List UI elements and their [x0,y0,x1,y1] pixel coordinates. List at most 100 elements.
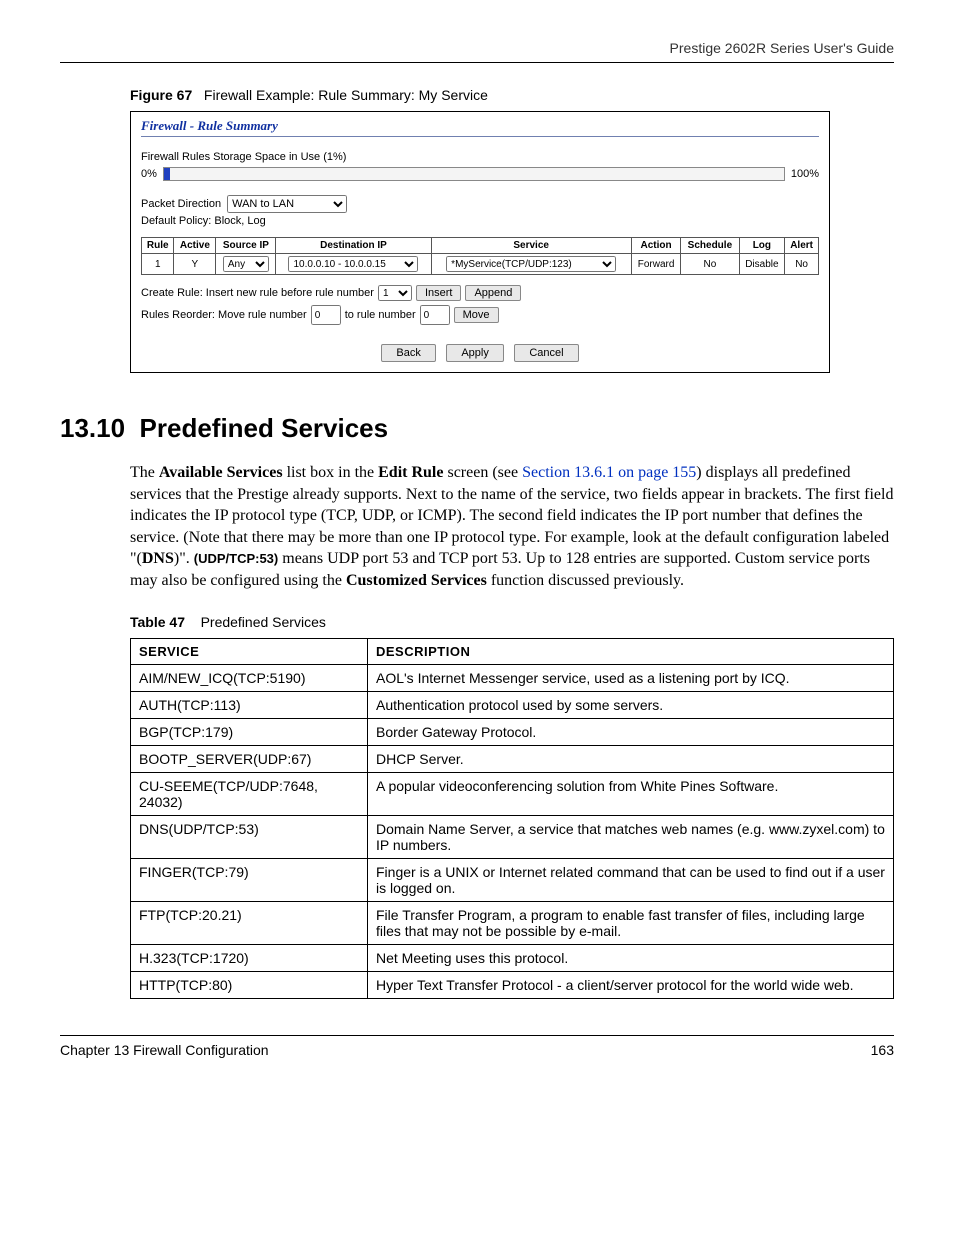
fw-back-button[interactable]: Back [381,344,435,362]
fw-reorder-to-label: to rule number [345,309,416,321]
col-log: Log [739,238,785,254]
cell-src[interactable]: Any [216,254,276,275]
section-link[interactable]: Section 13.6.1 on page 155 [522,464,696,481]
p-custsvc: Customized Services [346,572,487,589]
p-udptcp: (UDP/TCP:53) [194,551,279,566]
fw-append-button[interactable]: Append [465,285,521,301]
figure-label: Figure 67 [130,87,192,103]
cell-description: AOL's Internet Messenger service, used a… [368,664,894,691]
p-after4: function discussed previously. [487,572,684,589]
fw-title: Firewall - Rule Summary [141,118,819,134]
fw-create-label: Create Rule: Insert new rule before rule… [141,287,374,299]
th-service: SERVICE [131,638,368,664]
col-active: Active [174,238,216,254]
col-svc: Service [431,238,631,254]
p-dns: DNS [142,550,174,567]
cell-active: Y [174,254,216,275]
cell-service: BOOTP_SERVER(UDP:67) [131,745,368,772]
cell-dst[interactable]: 10.0.0.10 - 10.0.0.15 [276,254,431,275]
cell-service: FTP(TCP:20.21) [131,901,368,944]
cell-service: H.323(TCP:1720) [131,944,368,971]
fw-reorder-label: Rules Reorder: Move rule number [141,309,307,321]
cell-description: Domain Name Server, a service that match… [368,815,894,858]
cell-service: CU-SEEME(TCP/UDP:7648, 24032) [131,772,368,815]
section-num: 13.10 [60,413,125,443]
firewall-screenshot: Firewall - Rule Summary Firewall Rules S… [130,111,830,373]
fw-cancel-button[interactable]: Cancel [514,344,578,362]
cell-description: A popular videoconferencing solution fro… [368,772,894,815]
col-alert: Alert [785,238,819,254]
cell-rule: 1 [142,254,174,275]
p-pre: The [130,464,159,481]
cell-description: Hyper Text Transfer Protocol - a client/… [368,971,894,998]
section-title: Predefined Services [140,413,389,443]
fw-usage-fill [164,168,170,180]
cell-service: HTTP(TCP:80) [131,971,368,998]
cell-sched: No [681,254,739,275]
cell-description: Authentication protocol used by some ser… [368,691,894,718]
section-heading: 13.10 Predefined Services [60,413,894,444]
p-editrule: Edit Rule [378,464,443,481]
p-avail: Available Services [159,464,283,481]
cell-service: FINGER(TCP:79) [131,858,368,901]
footer-right: 163 [871,1042,894,1058]
table-label: Table 47 [130,614,185,630]
table-row: AIM/NEW_ICQ(TCP:5190)AOL's Internet Mess… [131,664,894,691]
table-caption: Table 47 Predefined Services [130,614,894,630]
fw-usage-bar [163,167,785,181]
cell-service: AUTH(TCP:113) [131,691,368,718]
fw-default-policy: Default Policy: Block, Log [141,215,819,227]
cell-description: Finger is a UNIX or Internet related com… [368,858,894,901]
p-after2: )". [174,550,194,567]
section-paragraph: The Available Services list box in the E… [130,462,894,592]
footer-left: Chapter 13 Firewall Configuration [60,1042,269,1058]
table-row: DNS(UDP/TCP:53)Domain Name Server, a ser… [131,815,894,858]
fw-packet-dir-label: Packet Direction [141,198,221,210]
fw-pct-100: 100% [791,168,819,180]
table-row: BOOTP_SERVER(UDP:67)DHCP Server. [131,745,894,772]
cell-action: Forward [631,254,680,275]
top-rule [60,62,894,63]
cell-description: DHCP Server. [368,745,894,772]
cell-description: File Transfer Program, a program to enab… [368,901,894,944]
table-row: CU-SEEME(TCP/UDP:7648, 24032)A popular v… [131,772,894,815]
page-footer: Chapter 13 Firewall Configuration 163 [60,1035,894,1058]
cell-service: BGP(TCP:179) [131,718,368,745]
cell-alert: No [785,254,819,275]
figure-text: Firewall Example: Rule Summary: My Servi… [204,87,488,103]
fw-rules-table: Rule Active Source IP Destination IP Ser… [141,237,819,275]
predefined-services-table: SERVICE DESCRIPTION AIM/NEW_ICQ(TCP:5190… [130,638,894,999]
fw-storage-label: Firewall Rules Storage Space in Use (1%) [141,151,819,163]
cell-svc[interactable]: *MyService(TCP/UDP:123) [431,254,631,275]
col-rule: Rule [142,238,174,254]
cell-description: Net Meeting uses this protocol. [368,944,894,971]
table-row: H.323(TCP:1720)Net Meeting uses this pro… [131,944,894,971]
cell-service: DNS(UDP/TCP:53) [131,815,368,858]
cell-log: Disable [739,254,785,275]
table-row: BGP(TCP:179)Border Gateway Protocol. [131,718,894,745]
cell-description: Border Gateway Protocol. [368,718,894,745]
fw-reorder-to[interactable] [420,305,450,325]
fw-insert-button[interactable]: Insert [416,285,462,301]
fw-apply-button[interactable]: Apply [446,344,504,362]
fw-reorder-from[interactable] [311,305,341,325]
table-row: HTTP(TCP:80)Hyper Text Transfer Protocol… [131,971,894,998]
col-dst: Destination IP [276,238,431,254]
table-row: FTP(TCP:20.21)File Transfer Program, a p… [131,901,894,944]
col-sched: Schedule [681,238,739,254]
col-action: Action [631,238,680,254]
p-mid2: screen (see [443,464,522,481]
fw-rule-row: 1 Y Any 10.0.0.10 - 10.0.0.15 *MyService… [142,254,819,275]
col-src: Source IP [216,238,276,254]
table-row: AUTH(TCP:113)Authentication protocol use… [131,691,894,718]
table-title: Predefined Services [201,614,326,630]
fw-create-select[interactable]: 1 [378,285,412,301]
p-mid1: list box in the [283,464,379,481]
running-header: Prestige 2602R Series User's Guide [60,40,894,62]
fw-pct-0: 0% [141,168,157,180]
fw-packet-dir-select[interactable]: WAN to LAN [227,195,347,213]
th-desc: DESCRIPTION [368,638,894,664]
figure-caption: Figure 67 Firewall Example: Rule Summary… [130,87,894,103]
cell-service: AIM/NEW_ICQ(TCP:5190) [131,664,368,691]
fw-move-button[interactable]: Move [454,307,499,323]
